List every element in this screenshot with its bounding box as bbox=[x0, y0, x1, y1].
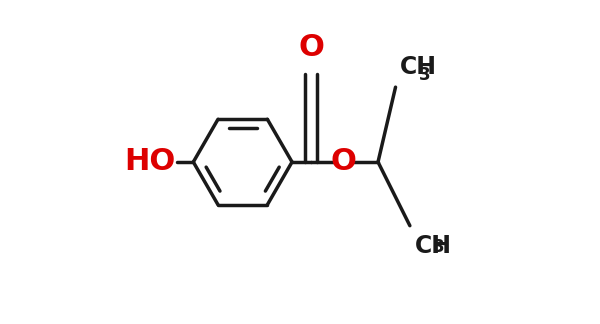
Text: HO: HO bbox=[125, 147, 176, 177]
Text: CH: CH bbox=[400, 55, 437, 79]
Text: CH: CH bbox=[415, 234, 452, 258]
Text: 3: 3 bbox=[433, 238, 445, 256]
Text: O: O bbox=[298, 33, 324, 62]
Text: O: O bbox=[330, 147, 356, 177]
Text: 3: 3 bbox=[419, 66, 430, 84]
